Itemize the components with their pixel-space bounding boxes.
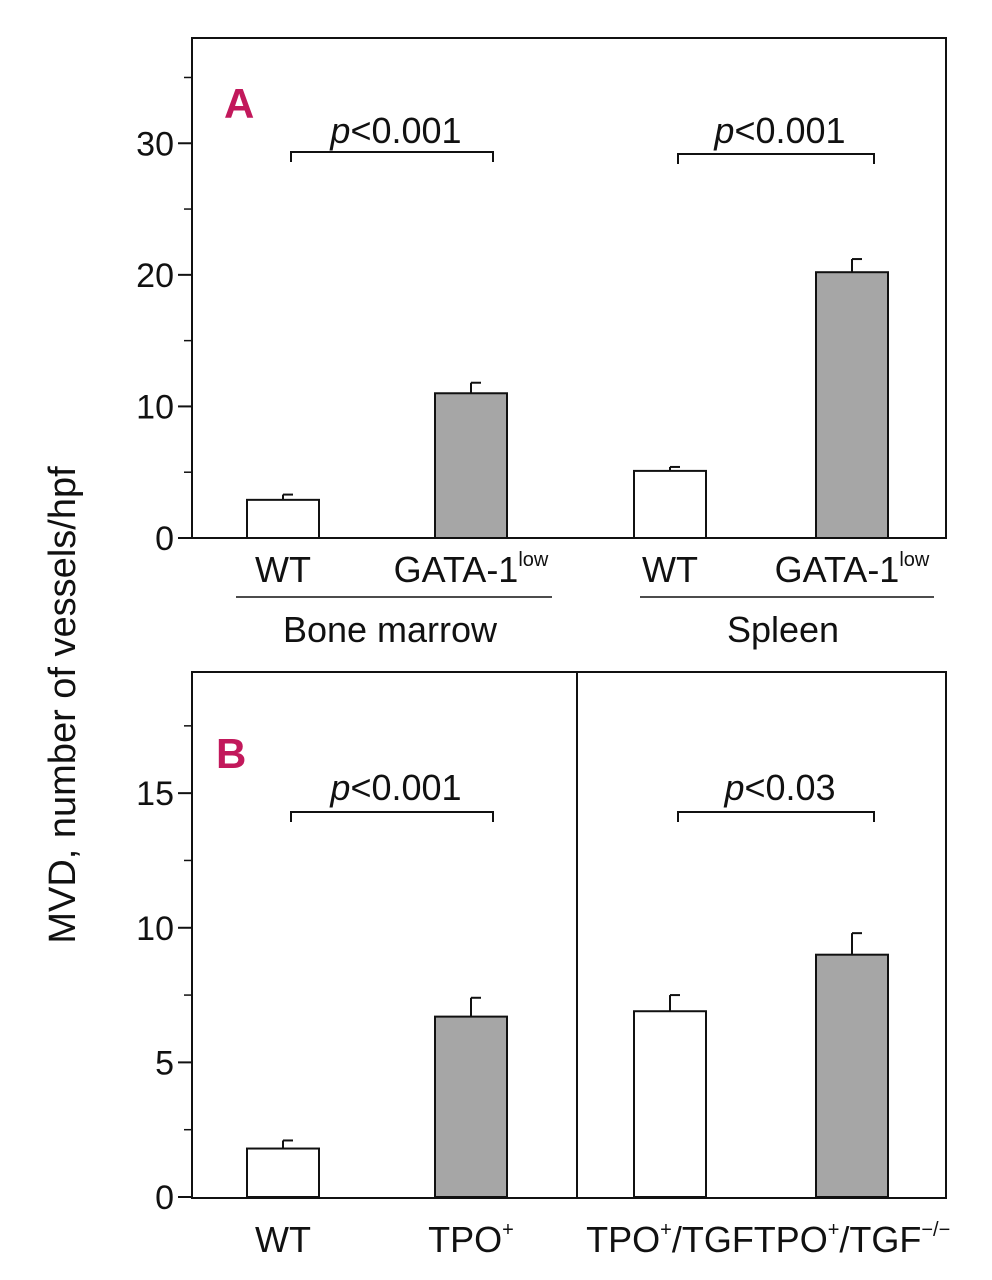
panel-a-frame	[191, 37, 947, 539]
group-label: Spleen	[727, 609, 839, 650]
wt-bar	[633, 469, 707, 540]
y-tick-label: 20	[136, 257, 174, 295]
y-tick-label: 10	[136, 388, 174, 426]
group-label: Bone marrow	[283, 609, 498, 650]
p-value-label: p<0.03	[723, 767, 835, 808]
treated-bar	[815, 271, 889, 539]
y-axis-label: MVD, number of vessels/hpf	[42, 466, 84, 944]
x-category-label: TPO+/TGF−/−	[754, 1219, 951, 1260]
y-tick-label: 30	[136, 125, 174, 163]
x-category-label: TPO+	[428, 1219, 514, 1260]
wt-bar	[246, 1147, 320, 1198]
treated-bar	[434, 392, 508, 539]
y-tick-label: 5	[155, 1044, 174, 1082]
x-category-label: WT	[255, 1219, 311, 1260]
panel-a-chart: A 0 10 20 30 WT GATA-1low WT GATA-1low Bone marr…	[136, 37, 947, 650]
wt-bar	[246, 498, 320, 539]
x-category-label: WT	[642, 549, 698, 590]
panel-b-frame	[191, 671, 947, 1199]
panel-a-letter: A	[224, 80, 254, 127]
p-value-label: p<0.001	[713, 110, 845, 151]
significance-bracket	[677, 153, 875, 164]
treated-bar	[815, 953, 889, 1199]
y-tick-label: 0	[155, 520, 174, 558]
panel-b-chart: B 0 5 10 15 WT TPO+ TPO+/TGF TPO+/TGF−/− p<0.001…	[136, 671, 951, 1260]
p-value-label: p<0.001	[329, 110, 461, 151]
y-tick-label: 10	[136, 910, 174, 948]
panel-b-letter: B	[216, 730, 246, 777]
significance-bracket	[290, 151, 494, 162]
significance-bracket	[290, 811, 494, 822]
significance-bracket	[677, 811, 875, 822]
x-category-label: GATA-1low	[775, 549, 930, 590]
x-category-label: TPO+/TGF	[586, 1219, 754, 1260]
x-category-label: WT	[255, 549, 311, 590]
y-tick-label: 0	[155, 1179, 174, 1217]
wt-bar	[633, 1010, 707, 1198]
y-tick-label: 15	[136, 775, 174, 813]
x-category-label: GATA-1low	[394, 549, 549, 590]
p-value-label: p<0.001	[329, 767, 461, 808]
treated-bar	[434, 1015, 508, 1198]
